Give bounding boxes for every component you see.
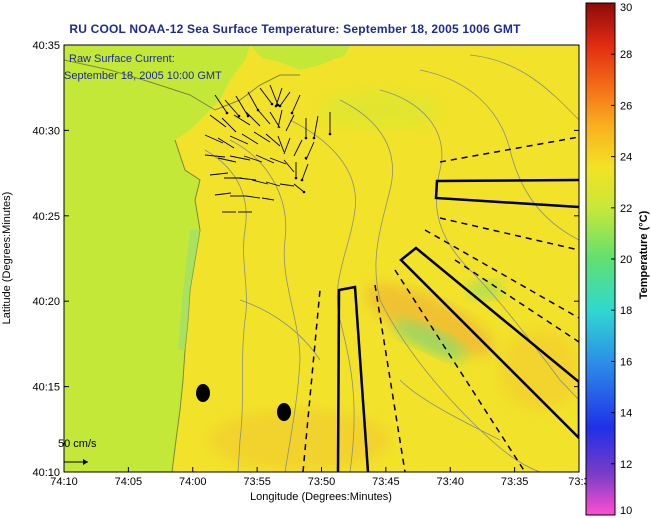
x-axis: 74:10 74:05 74:00 73:55 73:50 73:45 73:40 73:35… bbox=[50, 467, 590, 488]
y-axis-label: Latitude (Degrees:Minutes) bbox=[1, 192, 13, 325]
y-tick-label: 40:20 bbox=[32, 296, 60, 308]
y-tick-label: 40:15 bbox=[32, 382, 60, 394]
y-axis: 40:35 40:30 40:25 40:20 40:15 40:10 bbox=[32, 40, 579, 479]
bathymetry-contours bbox=[204, 54, 579, 472]
land-shoreline bbox=[64, 59, 300, 111]
surface-current-arrowheads bbox=[225, 102, 332, 194]
x-tick-label: 74:05 bbox=[115, 476, 143, 488]
x-axis-label: Longitude (Degrees:Minutes) bbox=[250, 491, 392, 503]
scale-label: 50 cm/s bbox=[58, 438, 97, 450]
y-tick-label: 40:35 bbox=[32, 40, 60, 52]
colorbar-tick-label: 18 bbox=[620, 305, 632, 317]
warm-patch-east bbox=[500, 330, 579, 410]
x-tick-label: 73:50 bbox=[308, 476, 336, 488]
land-mass-north bbox=[250, 45, 350, 70]
cool-patch-east bbox=[467, 280, 503, 300]
x-tick-label: 74:00 bbox=[179, 476, 207, 488]
colorbar-tick-label: 30 bbox=[620, 2, 632, 14]
colorbar-tick-label: 26 bbox=[620, 100, 632, 112]
x-tick-label: 73:35 bbox=[501, 476, 529, 488]
warm-patch-south bbox=[210, 410, 390, 470]
surface-current-vectors bbox=[64, 84, 331, 463]
x-tick-label: 74:10 bbox=[50, 476, 78, 488]
legend-line-2: September 18, 2005 10:00 GMT bbox=[64, 70, 222, 82]
land-mass-west bbox=[64, 45, 250, 472]
transect-lines bbox=[302, 136, 579, 472]
x-tick-label: 73:45 bbox=[372, 476, 400, 488]
y-tick-label: 40:25 bbox=[32, 211, 60, 223]
station-marker-1 bbox=[196, 384, 210, 402]
map-title: RU COOL NOAA-12 Sea Surface Temperature:… bbox=[69, 22, 521, 36]
x-tick-label: 73:3 bbox=[568, 476, 589, 488]
x-tick-label: 73:40 bbox=[436, 476, 464, 488]
scale-arrow-head bbox=[83, 459, 88, 465]
colorbar-tick-label: 16 bbox=[620, 356, 632, 368]
y-tick-label: 40:30 bbox=[32, 125, 60, 137]
colorbar-tick-label: 24 bbox=[620, 152, 632, 164]
station-marker-2 bbox=[277, 403, 291, 421]
legend-line-1: Raw Surface Current: bbox=[69, 53, 175, 65]
warm-patch-offshore bbox=[365, 284, 495, 356]
cool-patch-north bbox=[320, 90, 440, 130]
cool-patch-offshore bbox=[393, 319, 467, 361]
colorbar-tick-label: 12 bbox=[620, 459, 632, 471]
y-tick-label: 40:10 bbox=[32, 467, 60, 479]
colorbar-ticks: 30 28 26 24 22 20 18 16 14 12 10 bbox=[611, 2, 632, 517]
cool-nearshore-strip bbox=[178, 230, 200, 350]
colorbar-tick-label: 28 bbox=[620, 49, 632, 61]
colorbar-tick-label: 20 bbox=[620, 254, 632, 266]
x-tick-label: 73:55 bbox=[243, 476, 271, 488]
colorbar bbox=[585, 2, 616, 516]
colorbar-tick-label: 14 bbox=[620, 408, 632, 420]
sampling-boxes bbox=[336, 178, 579, 472]
colorbar-tick-label: 22 bbox=[620, 203, 632, 215]
colorbar-tick-label: 10 bbox=[620, 505, 632, 517]
colorbar-label: Temperature (°C) bbox=[638, 210, 650, 299]
